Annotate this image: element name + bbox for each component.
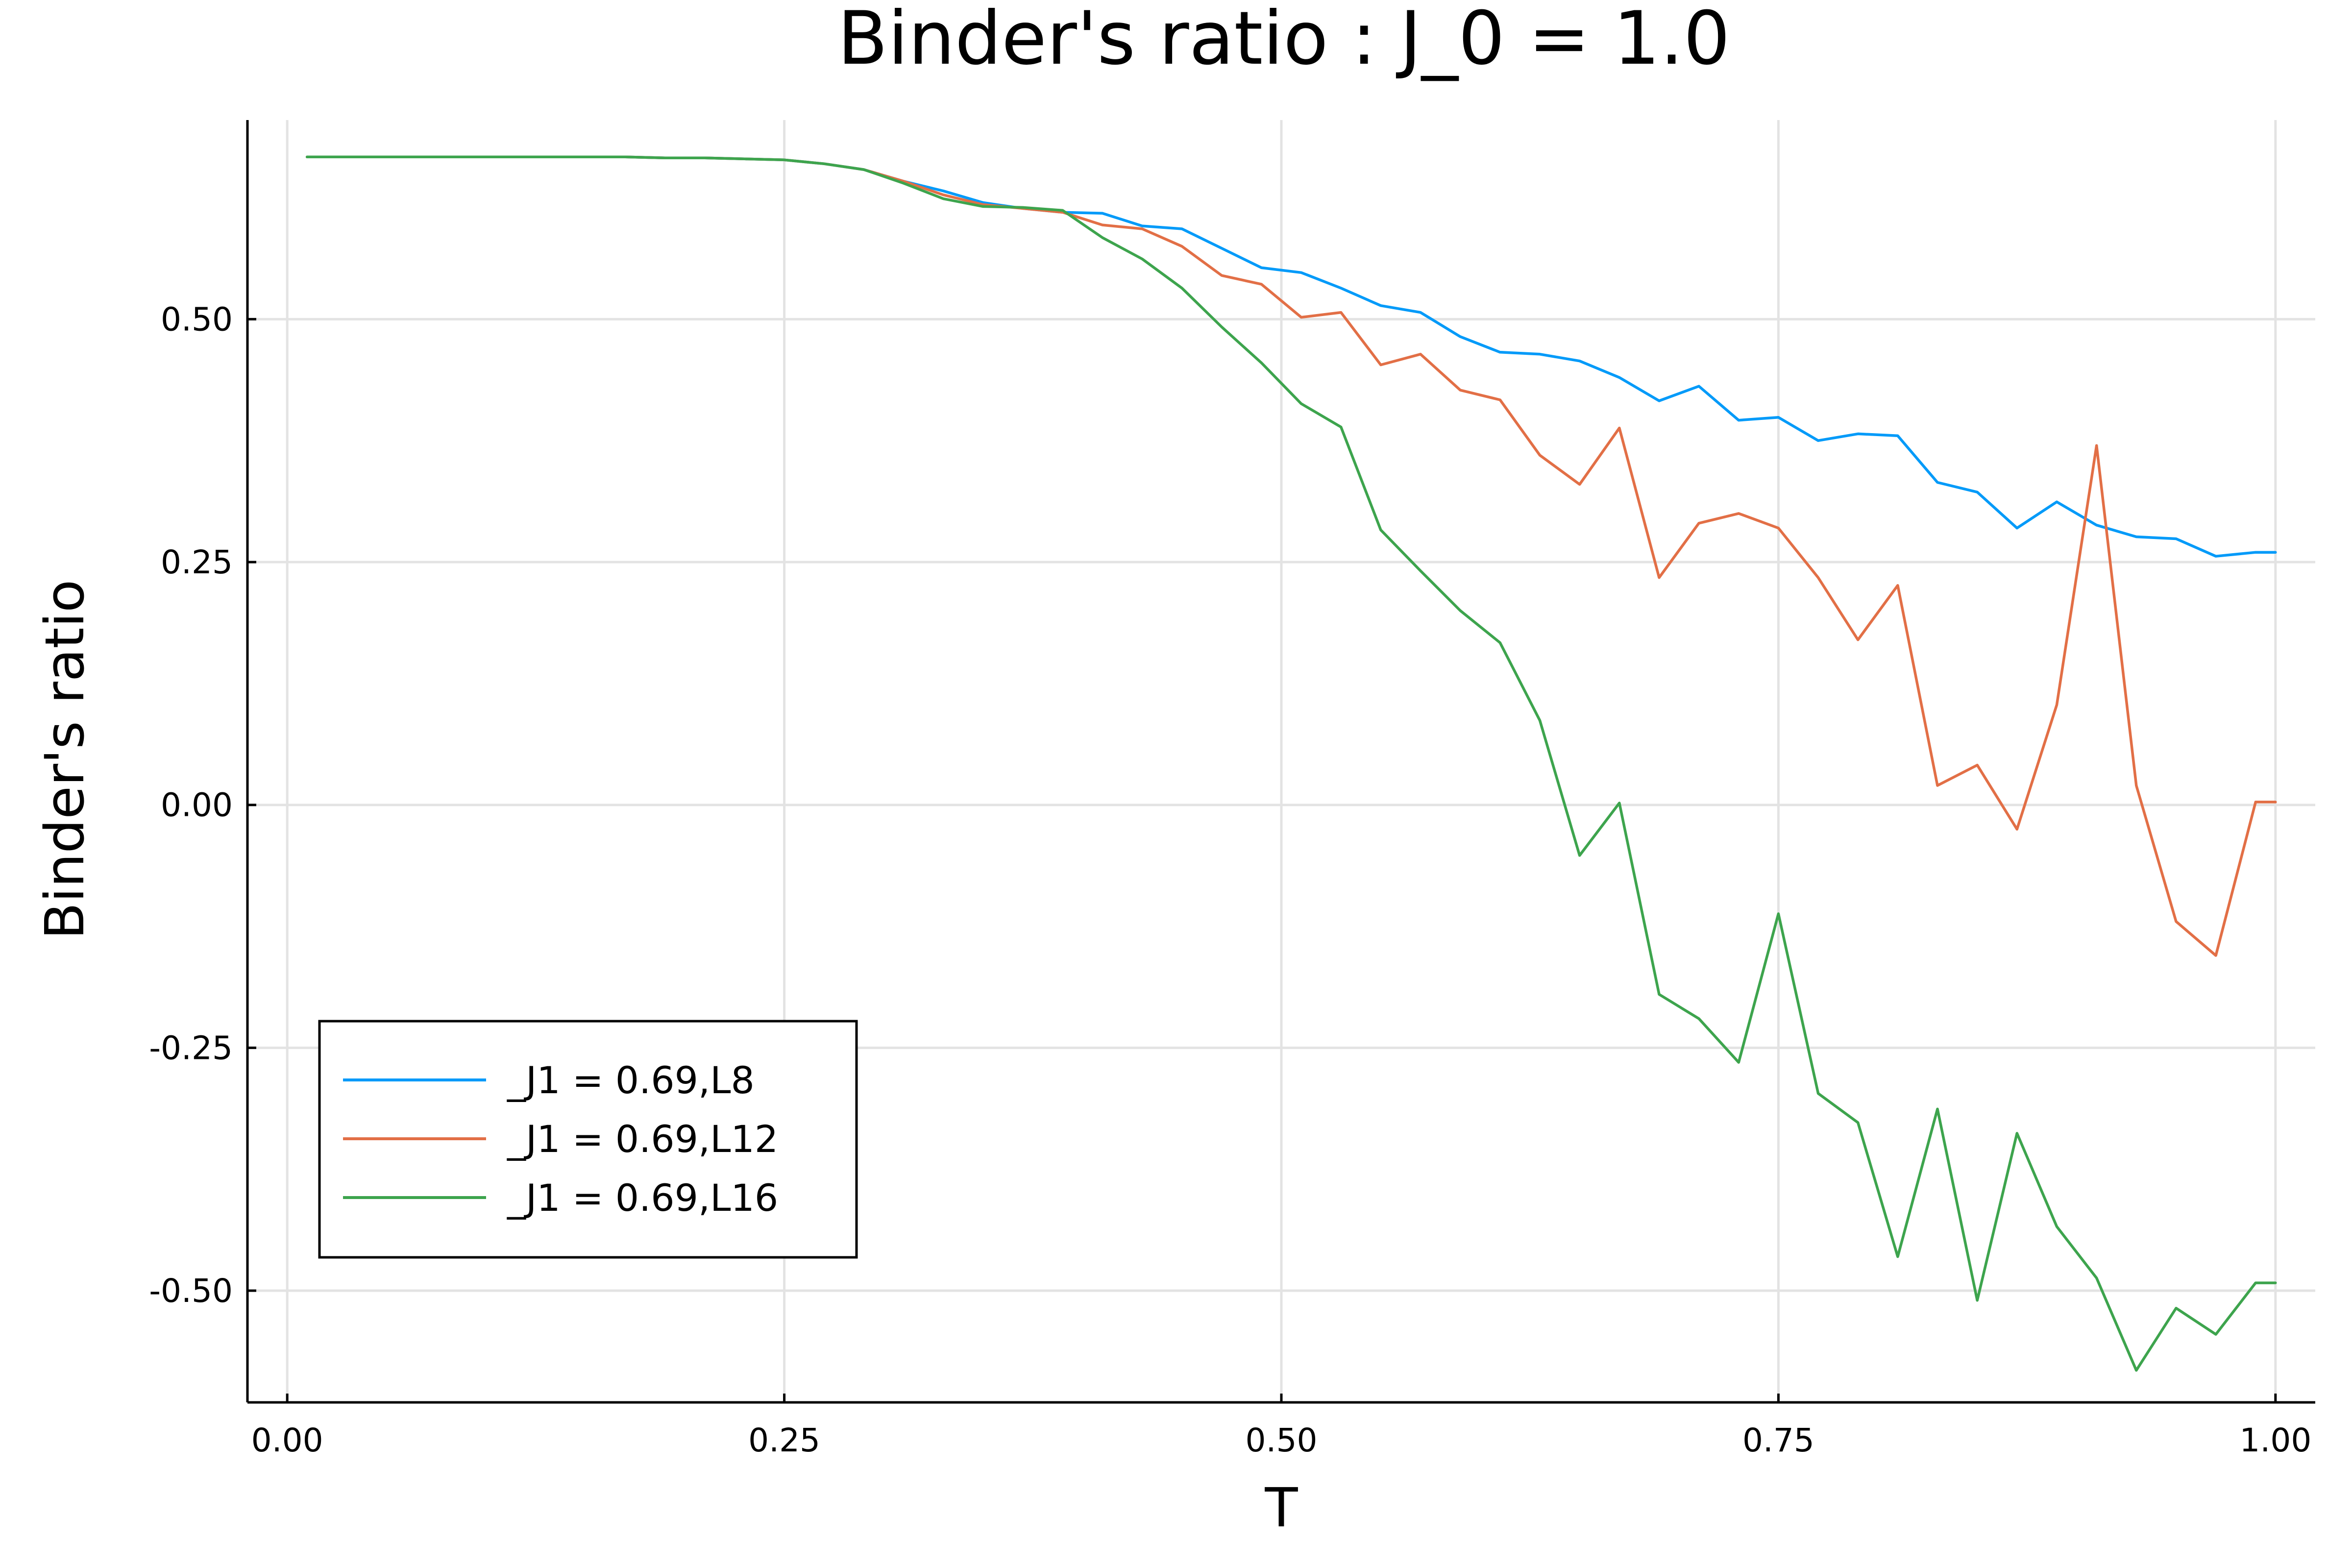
x-axis-ticks: 0.00 0.25 0.50 0.75 1.00: [251, 1394, 2311, 1459]
x-tick-label: 0.50: [1246, 1421, 1318, 1459]
legend-label-1: _J1 = 0.69,L8: [507, 1058, 755, 1102]
series-line-3: [305, 155, 2277, 1372]
x-axis-title: T: [1264, 1476, 1298, 1539]
series-lines: [305, 155, 2277, 1372]
chart-title: Binder's ratio : J_0 = 1.0: [837, 0, 1730, 81]
legend: _J1 = 0.69,L8 _J1 = 0.69,L12 _J1 = 0.69,L1…: [318, 1020, 858, 1259]
y-tick-label: -0.50: [149, 1272, 233, 1310]
x-tick-label: 0.25: [748, 1421, 820, 1459]
x-tick-label: 0.00: [251, 1421, 323, 1459]
legend-label-2: _J1 = 0.69,L12: [507, 1117, 778, 1161]
y-tick-label: 0.50: [161, 300, 233, 338]
y-tick-label: 0.25: [161, 543, 233, 581]
y-tick-label: 0.00: [161, 786, 233, 824]
x-tick-label: 0.75: [1742, 1421, 1814, 1459]
y-tick-label: -0.25: [149, 1029, 233, 1067]
x-tick-label: 1.00: [2239, 1421, 2311, 1459]
legend-label-3: _J1 = 0.69,L16: [507, 1176, 778, 1220]
y-axis-ticks: -0.50 -0.25 0.00 0.25 0.50: [149, 300, 256, 1310]
y-axis-title: Binder's ratio: [33, 580, 96, 940]
